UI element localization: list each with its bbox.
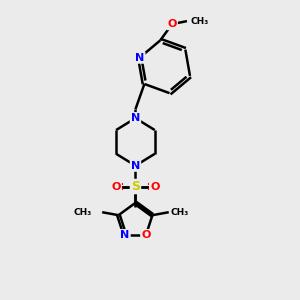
Text: CH₃: CH₃ [190, 16, 209, 26]
Text: O: O [167, 19, 177, 29]
Text: N: N [131, 113, 140, 123]
Text: CH₃: CH₃ [74, 208, 92, 217]
Text: O: O [150, 182, 160, 191]
Text: O: O [141, 230, 151, 240]
Text: N: N [131, 161, 140, 171]
Text: CH₃: CH₃ [170, 208, 188, 217]
Text: N: N [120, 230, 130, 240]
Text: S: S [131, 180, 140, 193]
Text: N: N [135, 52, 144, 63]
Text: O: O [111, 182, 121, 191]
